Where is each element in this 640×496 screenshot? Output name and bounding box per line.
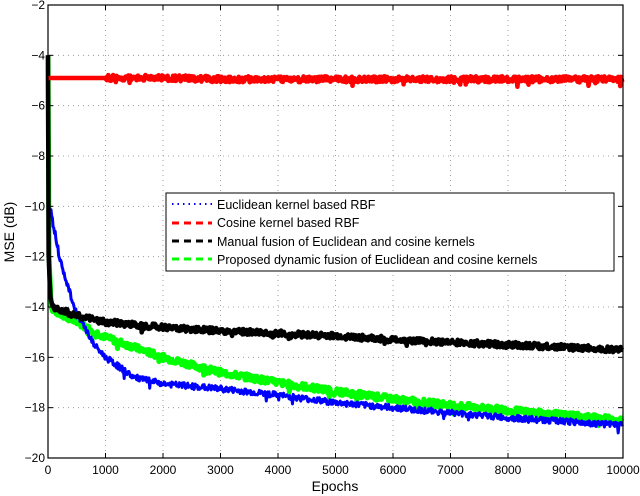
legend-item-manual-fusion: Manual fusion of Euclidean and cosine ke… bbox=[172, 235, 475, 249]
legend-label: Proposed dynamic fusion of Euclidean and… bbox=[217, 253, 537, 267]
legend: Euclidean kernel based RBF Cosine kernel… bbox=[165, 192, 615, 272]
legend-box bbox=[165, 192, 615, 272]
x-tick-label: 5000 bbox=[322, 463, 349, 477]
series-line-2 bbox=[45, 55, 625, 355]
x-tick-label: 1000 bbox=[92, 463, 119, 477]
y-axis-tick-labels: −2 −4 −6 −8 −10 −12 −14 −16 −18 −20 bbox=[25, 0, 46, 465]
x-tick-label: 8000 bbox=[495, 463, 522, 477]
data-series bbox=[45, 55, 625, 435]
y-tick-label: −14 bbox=[25, 300, 46, 314]
y-tick-label: −6 bbox=[31, 99, 45, 113]
x-tick-label: 9000 bbox=[552, 463, 579, 477]
y-axis-label: MSE (dB) bbox=[1, 202, 17, 263]
legend-label: Euclidean kernel based RBF bbox=[217, 198, 376, 212]
y-tick-label: −4 bbox=[31, 48, 45, 62]
y-tick-label: −12 bbox=[25, 250, 46, 264]
x-axis-label: Epochs bbox=[312, 478, 359, 494]
series-line-3 bbox=[45, 55, 625, 429]
y-tick-label: −16 bbox=[25, 350, 46, 364]
x-tick-label: 3000 bbox=[207, 463, 234, 477]
legend-label: Manual fusion of Euclidean and cosine ke… bbox=[217, 235, 475, 249]
y-tick-label: −8 bbox=[31, 149, 45, 163]
y-tick-label: −10 bbox=[25, 199, 46, 213]
legend-item-cosine: Cosine kernel based RBF bbox=[172, 216, 360, 230]
axis-ticks bbox=[47, 4, 624, 459]
x-tick-label: 2000 bbox=[150, 463, 177, 477]
legend-item-dynamic-fusion: Proposed dynamic fusion of Euclidean and… bbox=[172, 253, 537, 267]
x-tick-label: 0 bbox=[45, 463, 52, 477]
x-tick-label: 7000 bbox=[437, 463, 464, 477]
x-tick-label: 10000 bbox=[606, 463, 640, 477]
y-tick-label: −20 bbox=[25, 451, 46, 465]
y-tick-label: −18 bbox=[25, 401, 46, 415]
y-tick-label: −2 bbox=[31, 0, 45, 12]
x-axis-tick-labels: 0 1000 2000 3000 4000 5000 6000 7000 8000 9000 100… bbox=[45, 463, 640, 477]
x-tick-label: 6000 bbox=[380, 463, 407, 477]
series-line-0 bbox=[46, 55, 624, 435]
legend-label: Cosine kernel based RBF bbox=[217, 216, 360, 230]
legend-item-euclidean: Euclidean kernel based RBF bbox=[172, 198, 376, 212]
x-tick-label: 4000 bbox=[265, 463, 292, 477]
series-line-1 bbox=[48, 72, 625, 89]
